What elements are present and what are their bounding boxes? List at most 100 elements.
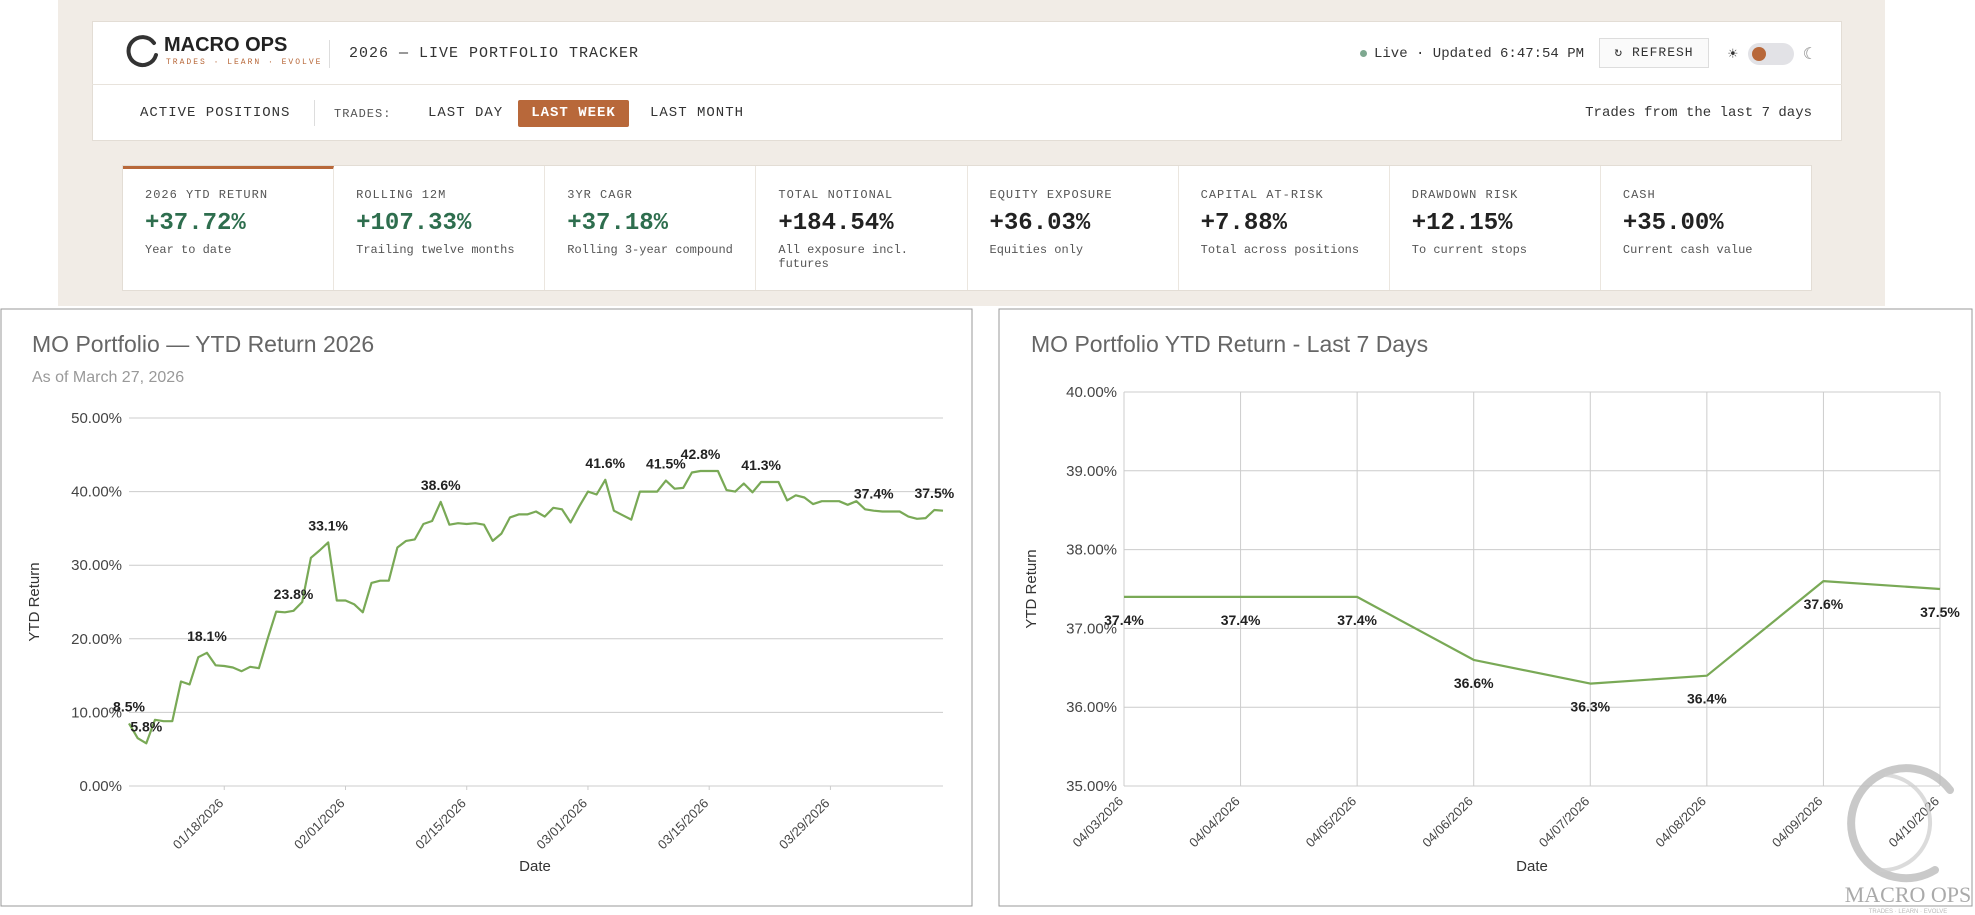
data-label: 23.8%: [274, 586, 314, 602]
data-label: 38.6%: [421, 477, 461, 493]
stat-sub: Trailing twelve months: [356, 243, 515, 257]
y-tick-label: 0.00%: [79, 778, 122, 795]
y-tick-label: 20.00%: [71, 631, 122, 648]
chart-title: MO Portfolio — YTD Return 2026: [32, 331, 374, 357]
logo-icon: [126, 35, 158, 68]
data-label: 41.3%: [741, 457, 781, 473]
chart-panel: [0, 308, 973, 907]
nav-positions[interactable]: ACTIVE POSITIONS: [140, 105, 291, 121]
stats-row: 2026 YTD RETURN +37.72% Year to date ROLLIN…: [122, 165, 1812, 291]
light-icon: ☀: [1728, 46, 1738, 64]
stat-label: 2026 YTD RETURN: [145, 188, 269, 202]
stat-sub: Year to date: [145, 243, 232, 257]
stat-value: +37.18%: [567, 210, 669, 237]
stat-card: DRAWDOWN RISK +12.15% To current stops: [1390, 166, 1601, 290]
data-label: 33.1%: [308, 517, 348, 533]
data-label: 18.1%: [187, 628, 227, 644]
y-tick-label: 50.00%: [71, 410, 122, 427]
data-label: 37.4%: [1337, 612, 1377, 628]
data-label: 42.8%: [681, 446, 721, 462]
y-tick-label: 36.00%: [1066, 699, 1117, 716]
stat-label: TOTAL NOTIONAL: [778, 188, 894, 202]
nav-note: Trades from the last 7 days: [1585, 105, 1812, 121]
data-label: 36.4%: [1687, 691, 1727, 707]
stat-value: +12.15%: [1411, 210, 1513, 237]
y-tick-label: 40.00%: [1066, 384, 1117, 401]
stat-card: 3YR CAGR +37.18% Rolling 3-year compound: [545, 166, 757, 290]
stat-card: ROLLING 12M +107.33% Trailing twelve month…: [334, 166, 546, 290]
stat-label: CAPITAL AT-RISK: [1200, 188, 1324, 202]
chart-subtitle: As of March 27, 2026: [32, 369, 184, 386]
divider: [329, 40, 330, 68]
nav-item[interactable]: LAST DAY: [428, 105, 504, 121]
nav-item[interactable]: LAST MONTH: [650, 105, 745, 121]
data-label: 37.5%: [914, 485, 954, 501]
y-tick-label: 35.00%: [1066, 778, 1117, 795]
watermark-logo: [1879, 773, 1933, 873]
chart-panel: [998, 308, 1973, 907]
stat-card: 2026 YTD RETURN +37.72% Year to date: [123, 166, 335, 290]
dark-icon: ☾: [1803, 46, 1813, 64]
data-label: 37.4%: [1221, 612, 1261, 628]
y-tick-label: 30.00%: [71, 557, 122, 574]
stat-label: ROLLING 12M: [356, 188, 447, 202]
data-label: 41.5%: [646, 456, 686, 472]
y-axis-label: YTD Return: [26, 562, 43, 641]
stat-sub: Equities only: [989, 243, 1084, 257]
data-label: 37.6%: [1804, 596, 1844, 612]
stat-card: CASH +35.00% Current cash value: [1601, 166, 1811, 290]
y-axis-label: YTD Return: [1023, 549, 1040, 628]
y-tick-label: 39.00%: [1066, 463, 1117, 480]
stat-label: CASH: [1622, 188, 1656, 202]
tagline: TRADES · LEARN · EVOLVE: [166, 58, 323, 67]
data-label: 36.3%: [1570, 699, 1610, 715]
data-label: 37.5%: [1920, 604, 1960, 620]
x-axis-label: Date: [519, 858, 551, 875]
header-card: [92, 21, 1842, 141]
status: Live · Updated 6:47:54 PM: [1374, 46, 1585, 62]
data-label: 8.5%: [113, 698, 145, 714]
watermark-brand: MACRO OPS: [1845, 882, 1972, 907]
y-tick-label: 10.00%: [71, 704, 122, 721]
stat-sub: Current cash value: [1622, 243, 1753, 257]
stat-value: +107.33%: [356, 210, 472, 237]
live-dot: [1360, 50, 1367, 57]
brand: MACRO OPS: [164, 34, 288, 56]
data-label: 41.6%: [585, 455, 625, 471]
stat-card: EQUITY EXPOSURE +36.03% Equities only: [968, 166, 1179, 290]
page-title: 2026 — LIVE PORTFOLIO TRACKER: [349, 45, 640, 62]
stat-value: +36.03%: [989, 210, 1091, 237]
data-label: 36.6%: [1454, 675, 1494, 691]
series-line: [128, 469, 944, 745]
stat-label: DRAWDOWN RISK: [1411, 188, 1519, 202]
refresh-button[interactable]: ↻ REFRESH: [1599, 38, 1709, 68]
stat-value: +7.88%: [1200, 210, 1288, 237]
separator: [92, 84, 1842, 85]
data-label: 37.4%: [854, 486, 894, 502]
stat-value: +35.00%: [1622, 210, 1724, 237]
theme-toggle[interactable]: [1748, 43, 1794, 65]
nav-item[interactable]: LAST WEEK: [518, 100, 629, 127]
x-axis-label: Date: [1516, 858, 1548, 875]
stat-card: TOTAL NOTIONAL +184.54% All exposure incl.…: [756, 166, 968, 290]
data-label: 37.4%: [1104, 612, 1144, 628]
nav-label: TRADES:: [334, 107, 392, 121]
divider: [314, 100, 315, 126]
watermark-logo: [1847, 764, 1954, 883]
y-tick-label: 40.00%: [71, 484, 122, 501]
stat-card: CAPITAL AT-RISK +7.88% Total across positi…: [1179, 166, 1390, 290]
stat-label: EQUITY EXPOSURE: [989, 188, 1113, 202]
stat-sub: All exposure incl. futures: [778, 243, 908, 271]
y-tick-label: 37.00%: [1066, 620, 1117, 637]
stat-value: +184.54%: [778, 210, 894, 237]
stat-sub: Total across positions: [1200, 243, 1360, 257]
y-tick-label: 38.00%: [1066, 542, 1117, 559]
series-line: [1124, 580, 1941, 685]
data-label: 5.8%: [130, 718, 162, 734]
chart-title: MO Portfolio YTD Return - Last 7 Days: [1031, 331, 1428, 357]
stat-label: 3YR CAGR: [567, 188, 633, 202]
stat-sub: To current stops: [1411, 243, 1527, 257]
stat-sub: Rolling 3-year compound: [567, 243, 733, 257]
